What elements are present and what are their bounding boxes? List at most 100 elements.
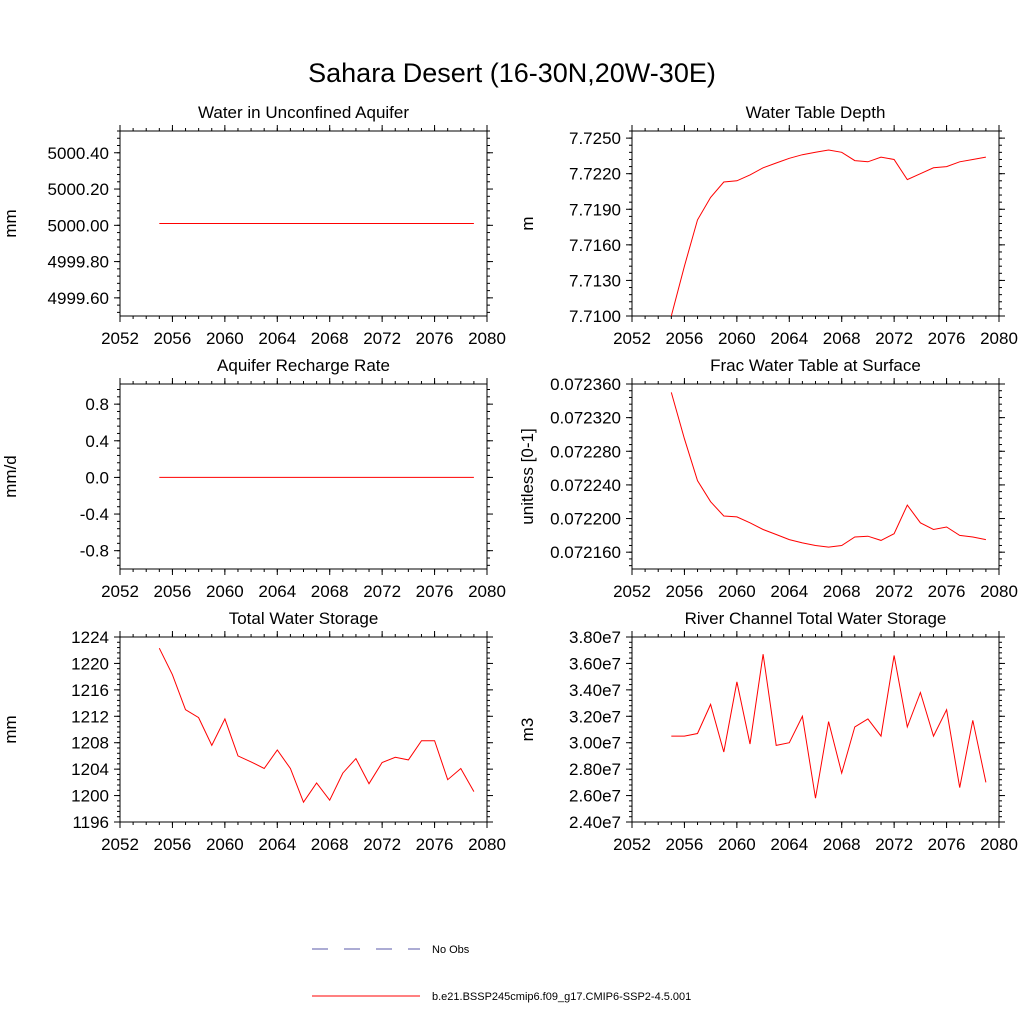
x-tick-label: 2072 — [875, 582, 913, 601]
legend: No Obs b.e21.BSSP245cmip6.f09_g17.CMIP6-… — [312, 944, 691, 1003]
x-tick-label: 2060 — [206, 329, 244, 348]
x-tick-label: 2060 — [718, 582, 756, 601]
y-tick-label: 7.7100 — [569, 307, 621, 326]
x-tick-label: 2080 — [980, 835, 1018, 854]
figure-title: Sahara Desert (16-30N,20W-30E) — [308, 58, 716, 88]
y-tick-label: 0.8 — [85, 395, 109, 414]
x-tick-label: 2060 — [718, 835, 756, 854]
plot-frame — [119, 636, 488, 823]
x-tick-label: 2064 — [770, 329, 808, 348]
y-tick-label: 7.7220 — [569, 165, 621, 184]
y-tick-label: 1224 — [71, 628, 109, 647]
x-tick-label: 2056 — [154, 329, 192, 348]
y-tick-label: 3.20e7 — [569, 707, 621, 726]
x-tick-label: 2076 — [416, 835, 454, 854]
y-tick-label: 0.072160 — [550, 543, 621, 562]
y-tick-label: 0.4 — [85, 432, 109, 451]
plot-frame — [631, 130, 1000, 317]
y-tick-label: 5000.20 — [48, 180, 109, 199]
x-tick-label: 2076 — [416, 329, 454, 348]
x-tick-label: 2064 — [258, 835, 296, 854]
y-tick-label: 1204 — [71, 760, 109, 779]
plot-frame — [631, 636, 1000, 823]
y-tick-label: 1200 — [71, 787, 109, 806]
y-tick-label: 7.7190 — [569, 200, 621, 219]
x-tick-label: 2056 — [666, 582, 704, 601]
y-tick-label: 5000.40 — [48, 144, 109, 163]
x-tick-label: 2076 — [928, 329, 966, 348]
y-tick-label: 0.072240 — [550, 476, 621, 495]
series-line — [158, 647, 475, 804]
x-tick-label: 2076 — [928, 582, 966, 601]
y-axis-label: m — [518, 216, 537, 230]
x-tick-label: 2076 — [416, 582, 454, 601]
x-tick-label: 2068 — [311, 582, 349, 601]
y-tick-label: 4999.80 — [48, 253, 109, 272]
panel-6: River Channel Total Water Storage 2052 205… — [518, 609, 1018, 854]
y-tick-label: -0.4 — [80, 505, 109, 524]
x-tick-label: 2072 — [363, 835, 401, 854]
x-tick-label: 2068 — [823, 835, 861, 854]
panel-5: Total Water Storage 2052 2056 2060 2064 2068 2… — [1, 609, 506, 854]
y-tick-label: 0.072280 — [550, 442, 621, 461]
y-tick-label: 3.40e7 — [569, 681, 621, 700]
x-tick-label: 2068 — [311, 835, 349, 854]
x-tick-label: 2056 — [154, 582, 192, 601]
x-tick-label: 2080 — [468, 835, 506, 854]
x-tick-label: 2072 — [875, 329, 913, 348]
panel-1: Water in Unconfined Aquifer 2052 2056 2060 2… — [1, 103, 506, 348]
plot-frame — [119, 383, 488, 570]
panel-2: Water Table Depth 2052 2056 2060 2064 2068 207… — [518, 103, 1018, 348]
x-tick-label: 2052 — [101, 582, 139, 601]
x-tick-label: 2080 — [468, 329, 506, 348]
x-tick-label: 2072 — [363, 329, 401, 348]
y-tick-label: 3.80e7 — [569, 628, 621, 647]
series-line — [670, 149, 986, 317]
y-tick-label: 7.7250 — [569, 129, 621, 148]
x-tick-label: 2068 — [823, 582, 861, 601]
x-tick-label: 2060 — [206, 582, 244, 601]
x-tick-label: 2052 — [613, 835, 651, 854]
x-tick-label: 2072 — [875, 835, 913, 854]
x-tick-label: 2072 — [363, 582, 401, 601]
y-tick-label: 0.0 — [85, 468, 109, 487]
x-tick-label: 2080 — [980, 329, 1018, 348]
y-tick-label: 2.80e7 — [569, 760, 621, 779]
y-tick-label: 0.072200 — [550, 510, 621, 529]
y-tick-label: -0.8 — [80, 542, 109, 561]
x-tick-label: 2064 — [770, 582, 808, 601]
panel-4: Frac Water Table at Surface 2052 2056 2060 2… — [518, 356, 1018, 601]
panels: Water in Unconfined Aquifer 2052 2056 2060 2… — [1, 103, 1018, 854]
series-line — [671, 654, 987, 799]
y-tick-label: 2.40e7 — [569, 813, 621, 832]
y-tick-label: 3.60e7 — [569, 654, 621, 673]
x-tick-label: 2052 — [101, 329, 139, 348]
x-tick-label: 2056 — [666, 835, 704, 854]
x-tick-label: 2080 — [468, 582, 506, 601]
panel-title: Total Water Storage — [229, 609, 379, 628]
series-line — [670, 392, 986, 548]
panel-3: Aquifer Recharge Rate 2052 2056 2060 2064 206… — [1, 356, 506, 601]
plot-frame — [631, 383, 1000, 570]
y-axis-label: unitless [0-1] — [518, 428, 537, 524]
y-axis-label: m3 — [518, 718, 537, 742]
panel-title: Water Table Depth — [746, 103, 886, 122]
y-tick-label: 1196 — [72, 813, 109, 832]
x-tick-label: 2052 — [613, 329, 651, 348]
legend-obs-label: No Obs — [432, 944, 470, 956]
x-tick-label: 2080 — [980, 582, 1018, 601]
y-tick-label: 4999.60 — [48, 289, 109, 308]
y-tick-label: 7.7160 — [569, 236, 621, 255]
x-tick-label: 2064 — [258, 582, 296, 601]
y-axis-label: mm — [1, 209, 20, 237]
x-tick-label: 2064 — [258, 329, 296, 348]
y-axis-label: mm/d — [1, 455, 20, 498]
panel-title: Water in Unconfined Aquifer — [198, 103, 409, 122]
legend-model-label: b.e21.BSSP245cmip6.f09_g17.CMIP6-SSP2-4.… — [432, 991, 691, 1003]
x-tick-label: 2068 — [823, 329, 861, 348]
y-tick-label: 2.60e7 — [569, 787, 621, 806]
y-axis-label: mm — [1, 715, 20, 743]
y-tick-label: 1216 — [71, 681, 109, 700]
y-tick-label: 3.00e7 — [569, 734, 621, 753]
x-tick-label: 2056 — [666, 329, 704, 348]
